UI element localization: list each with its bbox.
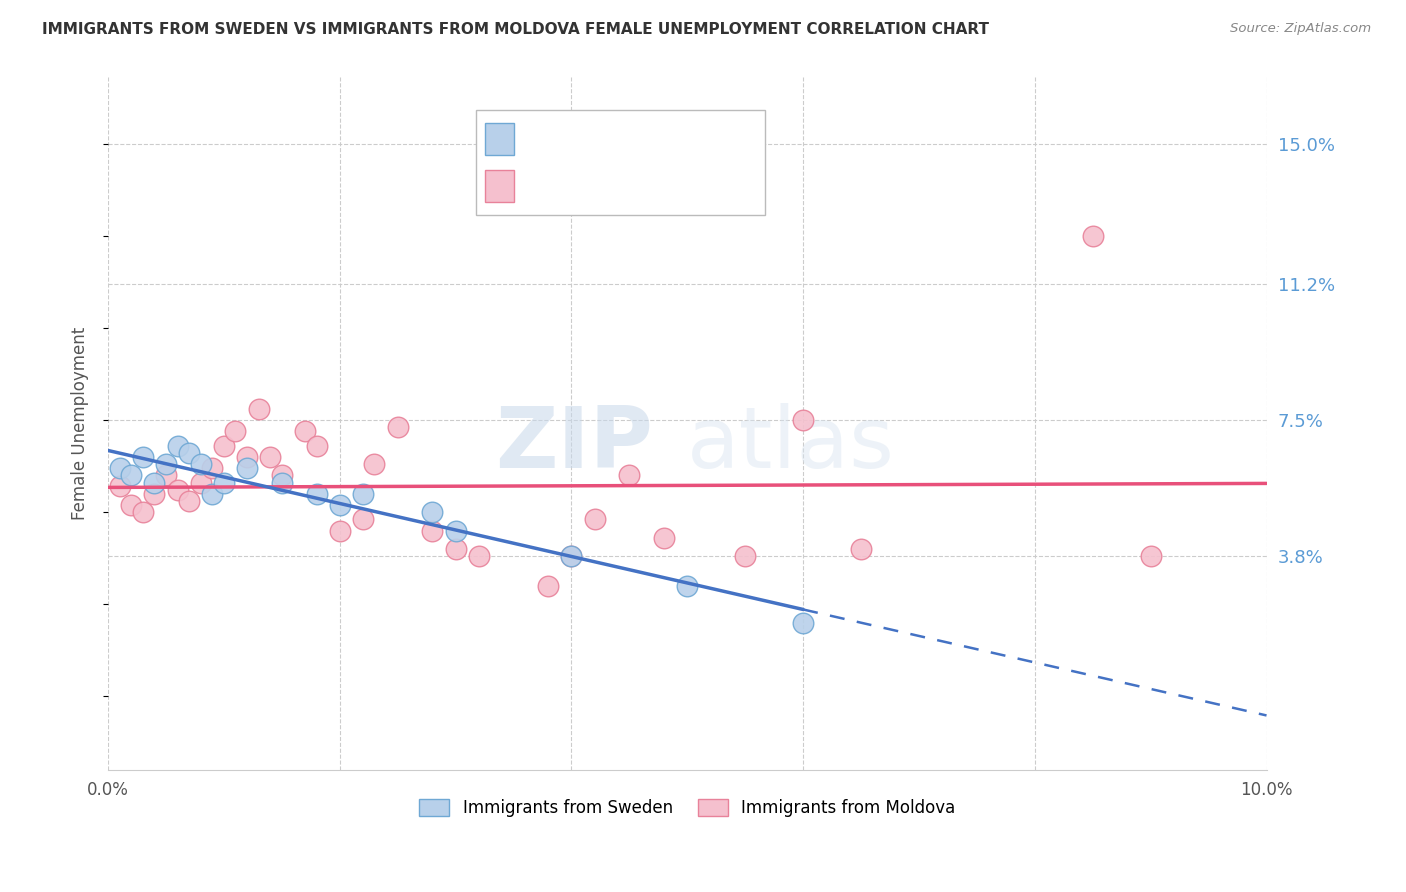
Point: [190, 457, 212, 471]
Point: [387, 420, 409, 434]
Point: [363, 457, 385, 471]
Point: [792, 413, 814, 427]
Point: [190, 475, 212, 490]
Text: atlas: atlas: [688, 403, 896, 486]
Point: [352, 486, 374, 500]
Point: [155, 468, 177, 483]
Point: [177, 446, 200, 460]
Point: [143, 475, 166, 490]
Point: [108, 479, 131, 493]
Point: [132, 505, 155, 519]
Point: [212, 439, 235, 453]
Point: [849, 541, 872, 556]
Point: [676, 579, 699, 593]
Point: [619, 468, 641, 483]
Point: [537, 579, 560, 593]
Point: [247, 402, 270, 417]
Point: [467, 549, 489, 564]
Point: [108, 461, 131, 475]
Point: [259, 450, 281, 464]
Point: [212, 475, 235, 490]
Point: [270, 475, 292, 490]
Text: IMMIGRANTS FROM SWEDEN VS IMMIGRANTS FROM MOLDOVA FEMALE UNEMPLOYMENT CORRELATIO: IMMIGRANTS FROM SWEDEN VS IMMIGRANTS FRO…: [42, 22, 990, 37]
Point: [120, 468, 142, 483]
Point: [444, 524, 467, 538]
Point: [792, 615, 814, 630]
Point: [1139, 549, 1161, 564]
Point: [305, 486, 328, 500]
Point: [120, 498, 142, 512]
Point: [201, 486, 224, 500]
Point: [734, 549, 756, 564]
Point: [155, 457, 177, 471]
Point: [1081, 228, 1104, 243]
Point: [294, 424, 316, 438]
Point: [560, 549, 582, 564]
Point: [583, 512, 606, 526]
Point: [329, 524, 352, 538]
Y-axis label: Female Unemployment: Female Unemployment: [72, 327, 89, 520]
Point: [224, 424, 246, 438]
Point: [352, 512, 374, 526]
Point: [560, 549, 582, 564]
Point: [422, 505, 444, 519]
Point: [236, 461, 259, 475]
Point: [236, 450, 259, 464]
Point: [201, 461, 224, 475]
Point: [329, 498, 352, 512]
Legend: Immigrants from Sweden, Immigrants from Moldova: Immigrants from Sweden, Immigrants from …: [412, 792, 962, 824]
Point: [422, 524, 444, 538]
Point: [177, 494, 200, 508]
Point: [166, 483, 188, 497]
Point: [143, 486, 166, 500]
Text: Source: ZipAtlas.com: Source: ZipAtlas.com: [1230, 22, 1371, 36]
Point: [270, 468, 292, 483]
Point: [166, 439, 188, 453]
Point: [305, 439, 328, 453]
Point: [652, 531, 675, 545]
Point: [132, 450, 155, 464]
Text: ZIP: ZIP: [495, 403, 652, 486]
Point: [444, 541, 467, 556]
